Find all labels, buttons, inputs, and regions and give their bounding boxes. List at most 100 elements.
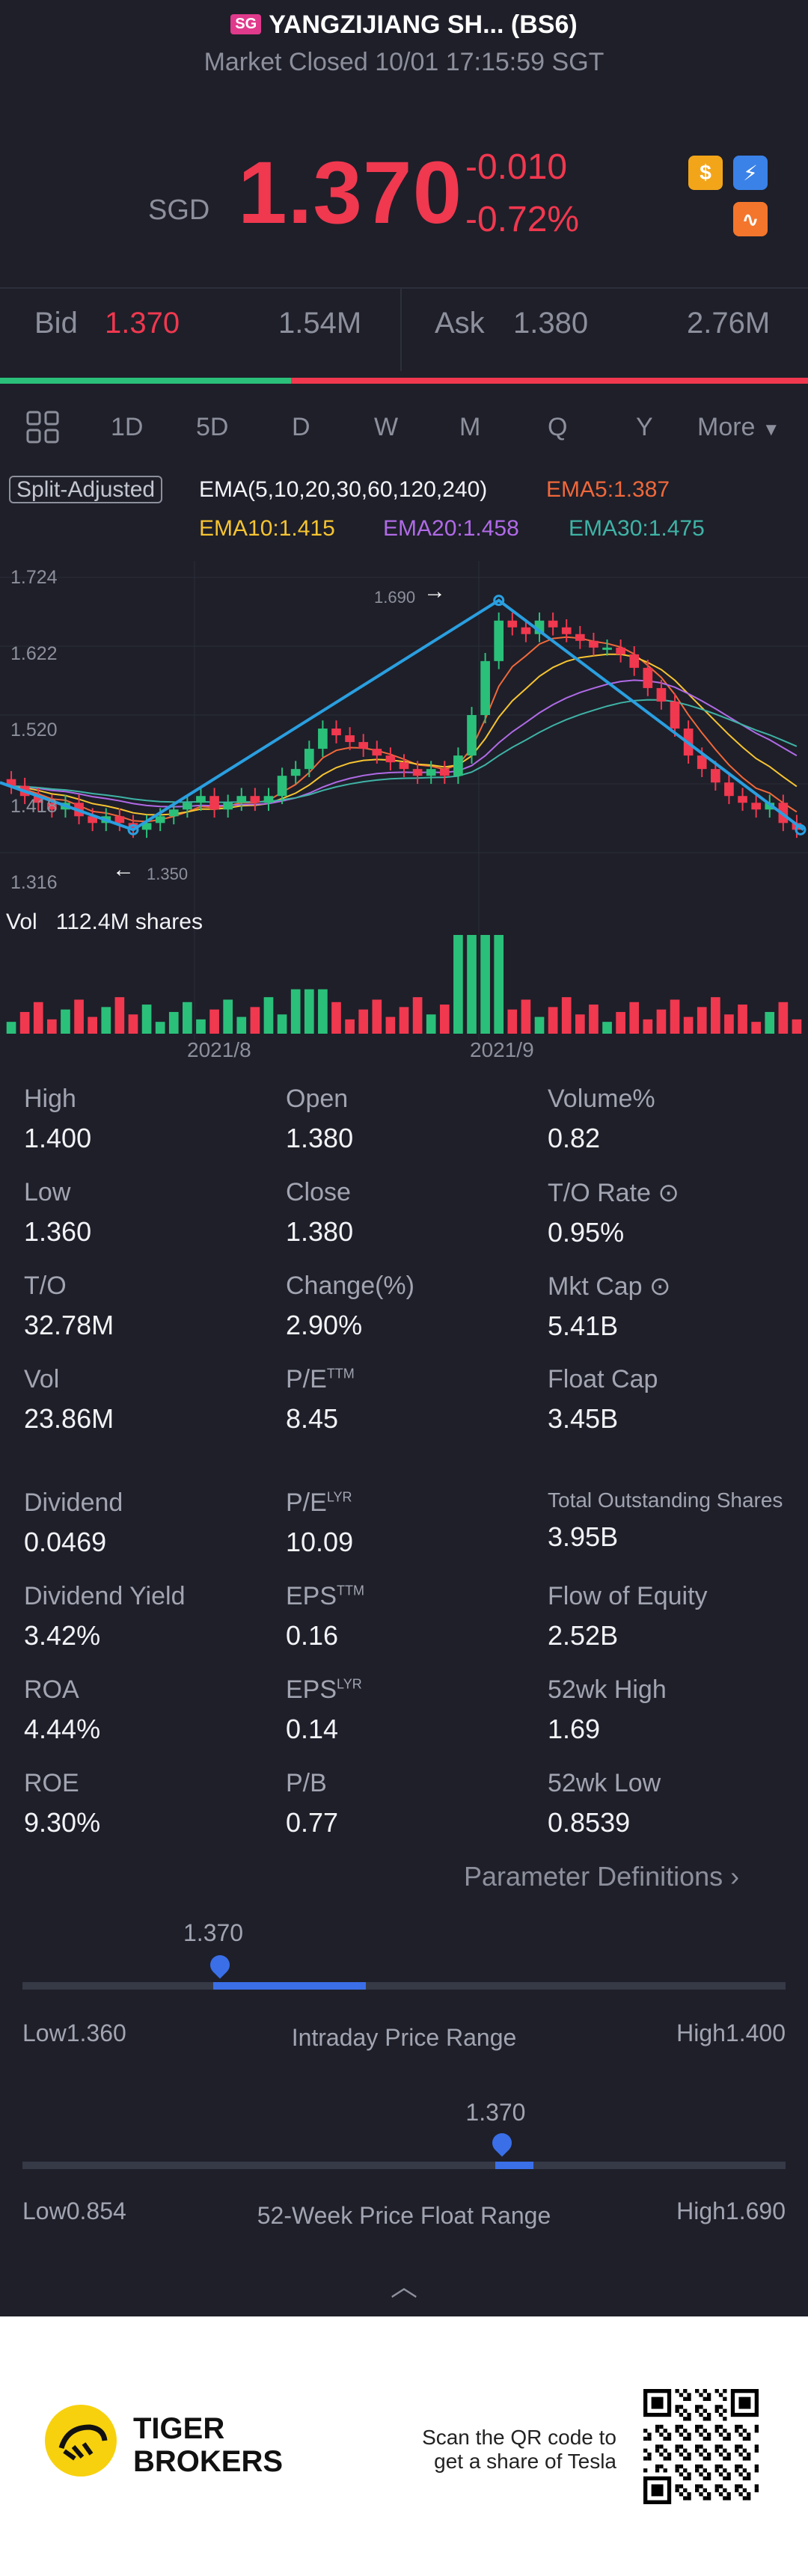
qr-module <box>695 2429 700 2433</box>
qr-module <box>726 2492 731 2497</box>
qr-module <box>703 2408 707 2413</box>
ema30-value: EMA30:1.475 <box>569 516 705 541</box>
candle-body <box>412 769 423 776</box>
qr-module <box>675 2464 679 2469</box>
stat-value: 9.30% <box>24 1807 101 1838</box>
tab-y[interactable]: Y <box>636 413 653 441</box>
candle-body <box>114 816 125 824</box>
stat-cell: Low 1.360 <box>24 1178 91 1248</box>
tab-more[interactable]: More ▼ <box>697 413 780 442</box>
last-price: 1.370 <box>238 144 463 242</box>
tab-1d[interactable]: 1D <box>111 413 144 441</box>
ema5-line <box>10 636 798 823</box>
qr-module <box>643 2436 648 2441</box>
chevron-right-icon: › <box>730 1861 740 1892</box>
qr-module <box>703 2417 707 2421</box>
qr-line2: get a share of Tesla <box>434 2450 616 2473</box>
info-icon[interactable]: ⊙ <box>650 1179 679 1207</box>
stat-label: Open <box>286 1085 353 1114</box>
candle-body <box>263 796 274 803</box>
volume-bar <box>656 1009 667 1034</box>
chart-share-icon[interactable]: ∿ <box>733 202 768 236</box>
volume-label: Vol <box>6 910 37 934</box>
intraday-track <box>22 1982 786 1990</box>
qr-module <box>703 2456 707 2461</box>
bid-pressure-bar <box>0 378 291 384</box>
stock-name: YANGZIJIANG SH... (BS6) <box>269 10 578 39</box>
layout-grid-icon[interactable] <box>25 410 60 451</box>
collapse-chevron-up-icon[interactable]: ︿ <box>390 2271 417 2301</box>
stat-label-text: ROA <box>24 1675 79 1704</box>
qr-module <box>699 2424 703 2429</box>
candle-body <box>223 803 233 810</box>
stat-cell: P/B 0.77 <box>286 1769 338 1839</box>
volume-bar <box>724 1014 734 1034</box>
stat-label: 52wk High <box>548 1675 667 1705</box>
stat-label-text: Total Outstanding Shares <box>548 1488 783 1512</box>
stat-label: P/ELYR <box>286 1488 353 1518</box>
qr-module <box>687 2417 691 2421</box>
stat-label-text: Change(%) <box>286 1272 414 1300</box>
qr-module <box>723 2389 727 2393</box>
qr-module <box>683 2488 688 2493</box>
qr-module <box>706 2496 711 2500</box>
qr-module <box>663 2468 667 2473</box>
stock-title[interactable]: SG YANGZIJIANG SH... (BS6) <box>0 10 808 40</box>
stat-label: Dividend <box>24 1488 123 1518</box>
qr-module <box>718 2452 723 2457</box>
caret-down-icon: ▼ <box>762 420 780 440</box>
qr-module <box>687 2436 691 2441</box>
stat-value: 0.14 <box>286 1714 339 1744</box>
stat-label-suffix: TTM <box>337 1583 365 1598</box>
qr-module <box>735 2484 739 2488</box>
volume-bar <box>480 935 490 1034</box>
stat-label-text: P/E <box>286 1488 327 1517</box>
stat-label-text: Close <box>286 1178 351 1206</box>
brand-line2: BROKERS <box>133 2445 284 2478</box>
qr-module <box>679 2464 684 2469</box>
ask-label: Ask <box>435 307 485 340</box>
split-adjusted-toggle[interactable]: Split-Adjusted <box>9 476 163 503</box>
qr-module <box>683 2496 688 2500</box>
tab-m[interactable]: M <box>459 413 481 441</box>
candle-body <box>629 654 640 668</box>
stat-cell: 52wk Low 0.8539 <box>548 1769 661 1839</box>
qr-module <box>647 2432 652 2437</box>
candle-body <box>467 715 477 756</box>
tab-q[interactable]: Q <box>548 413 568 441</box>
info-icon[interactable]: ⊙ <box>642 1272 671 1301</box>
tab-w[interactable]: W <box>374 413 399 441</box>
stat-value: 0.95% <box>548 1217 625 1248</box>
volume-bar <box>183 1002 192 1034</box>
qr-module <box>703 2468 707 2473</box>
flash-icon[interactable]: ⚡ <box>733 156 768 190</box>
volume-bar <box>494 935 504 1034</box>
volume-bar <box>616 1011 625 1034</box>
ask-price: 1.380 <box>513 307 589 340</box>
intraday-fill <box>213 1982 366 1990</box>
candle-body <box>88 816 97 824</box>
qr-module <box>687 2432 691 2437</box>
volume-bar <box>19 1011 30 1034</box>
qr-module <box>747 2476 751 2481</box>
ema-title[interactable]: EMA(5,10,20,30,60,120,240) <box>199 477 488 502</box>
price-chart[interactable] <box>0 561 808 1055</box>
dollar-icon[interactable]: $ <box>688 156 723 190</box>
tab-d[interactable]: D <box>292 413 310 441</box>
stat-label-text: Low <box>24 1178 71 1206</box>
tab-5d[interactable]: 5D <box>196 413 229 441</box>
qr-module <box>675 2424 679 2429</box>
qr-module <box>738 2464 743 2469</box>
volume-bar <box>141 1005 152 1034</box>
price-change-percent: -0.72% <box>465 200 580 239</box>
arrow-right-icon: → <box>423 579 446 604</box>
stat-label: Close <box>286 1178 353 1207</box>
qr-module <box>714 2424 719 2429</box>
qr-module <box>695 2488 700 2493</box>
candle-body <box>765 803 775 810</box>
ema5-value: EMA5:1.387 <box>546 477 670 502</box>
qr-module <box>699 2393 703 2397</box>
parameter-definitions-link[interactable]: Parameter Definitions › <box>464 1861 739 1892</box>
qr-module <box>679 2472 684 2477</box>
stat-cell: ROA 4.44% <box>24 1675 100 1745</box>
